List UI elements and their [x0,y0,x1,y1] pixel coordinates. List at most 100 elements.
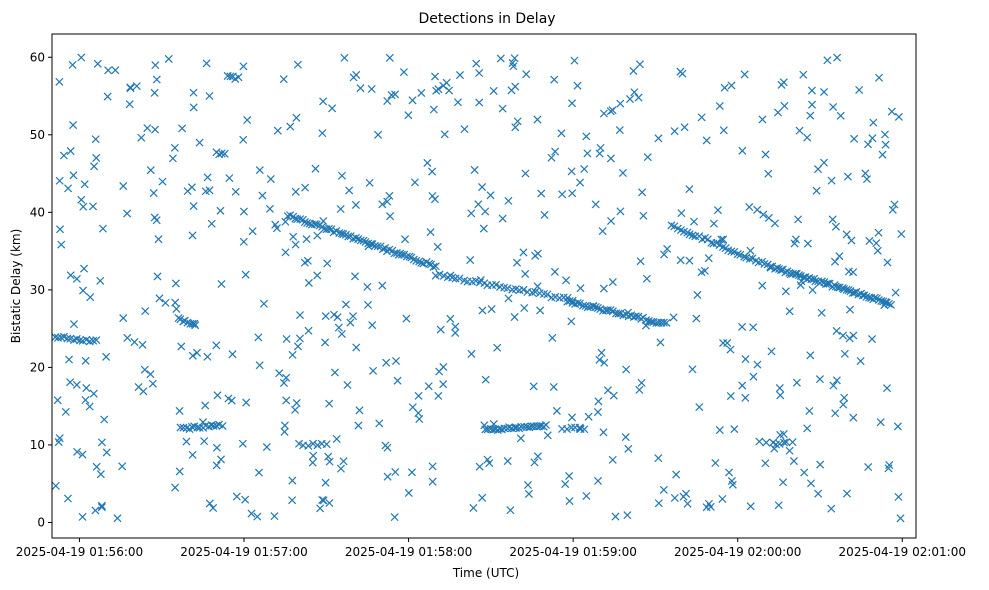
clutter-marker [685,185,694,194]
clutter-marker [321,338,330,347]
clutter-marker [730,425,739,434]
clutter-marker [771,440,781,449]
clutter-marker [171,298,180,307]
clutter-marker [815,375,824,384]
detection-marker [748,254,757,263]
clutter-marker [589,302,598,311]
clutter-marker [324,452,333,461]
clutter-marker [350,272,360,281]
clutter-marker [81,396,90,405]
clutter-marker [96,276,105,285]
clutter-marker [828,215,837,224]
clutter-marker [779,429,788,439]
x-tick-label: 2025-04-19 01:57:00 [180,545,307,559]
clutter-marker [865,236,874,245]
clutter-marker [533,249,542,258]
clutter-marker [719,126,728,135]
detection-marker [567,423,576,432]
detection-marker [730,247,739,256]
clutter-marker [63,494,72,503]
clutter-marker [776,391,785,400]
clutter-marker [195,138,204,147]
clutter-marker [549,382,558,391]
detection-marker [195,423,204,432]
clutter-marker [363,300,373,309]
clutter-marker [677,209,686,218]
clutter-marker [292,113,301,122]
clutter-marker [439,380,448,389]
clutter-marker [774,108,783,117]
clutter-marker [239,135,248,144]
clutter-marker [868,134,877,143]
y-tick-label: 60 [30,50,45,64]
clutter-marker [726,392,735,401]
clutter-marker [81,356,90,365]
clutter-marker [440,130,449,139]
clutter-marker [385,53,394,62]
clutter-marker [718,494,727,504]
clutter-marker [885,461,894,470]
clutter-marker [829,381,838,390]
data-markers [51,53,906,523]
clutter-marker [72,380,81,389]
x-tick-label: 2025-04-19 01:58:00 [345,545,472,559]
clutter-marker [670,493,679,502]
clutter-marker [830,257,840,266]
clutter-marker [356,84,365,93]
clutter-marker [487,305,496,314]
detection-marker [455,274,464,283]
clutter-marker [337,171,346,180]
clutter-marker [239,207,248,216]
clutter-marker [568,413,577,422]
clutter-marker [597,348,606,357]
x-tick-label: 2025-04-19 01:56:00 [16,545,143,559]
clutter-marker [282,334,291,343]
detection-marker [862,292,871,301]
clutter-marker [622,365,631,374]
clutter-marker [530,458,539,467]
clutter-marker [355,406,364,415]
clutter-marker [111,66,120,75]
clutter-marker [745,203,754,212]
clutter-marker [593,476,603,485]
detection-marker [543,290,552,299]
detection-marker [659,318,668,327]
clutter-marker [618,168,627,177]
clutter-marker [567,317,576,326]
y-axis-label: Bistatic Delay (km) [9,229,23,344]
clutter-marker [282,373,291,382]
detection-marker [709,239,718,248]
detection-marker [179,423,188,432]
detection-marker [373,242,382,251]
clutter-marker [683,499,692,508]
clutter-marker [318,495,327,505]
clutter-marker [242,398,251,407]
detection-marker [310,220,319,229]
clutter-marker [551,147,560,156]
clutter-marker [570,56,579,65]
detection-marker [528,288,537,297]
clutter-marker [873,246,882,255]
clutter-marker [155,294,164,303]
clutter-marker [635,385,644,394]
clutter-marker [85,402,94,411]
clutter-marker [238,439,247,448]
clutter-marker [506,506,515,515]
clutter-marker [474,200,483,209]
clutter-marker [704,254,713,263]
clutter-marker [475,68,484,78]
clutter-marker [308,458,317,467]
clutter-marker [888,205,897,214]
clutter-marker [365,178,374,187]
detection-marker [451,274,460,283]
detection-marker [492,280,501,289]
clutter-marker [540,210,549,219]
clutter-marker [897,229,906,239]
clutter-marker [850,134,859,143]
clutter-marker [170,143,179,152]
clutter-marker [842,489,852,498]
clutter-marker [259,299,268,308]
clutter-marker [467,209,476,218]
clutter-marker [446,271,455,280]
